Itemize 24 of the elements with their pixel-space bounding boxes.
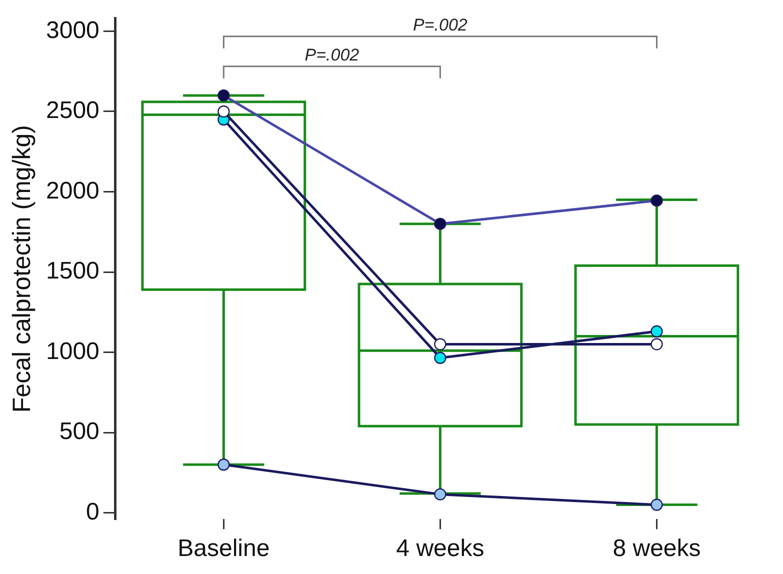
x-tick-label: Baseline — [178, 535, 270, 562]
point — [650, 194, 663, 207]
point — [650, 325, 663, 338]
y-tick-label: 2000 — [46, 177, 100, 204]
point — [434, 352, 446, 364]
y-tick-label: 3000 — [46, 16, 100, 44]
point — [218, 458, 230, 471]
point — [218, 105, 230, 118]
y-tick-label: 1000 — [46, 338, 100, 365]
point — [434, 218, 446, 230]
y-tick-label: 500 — [59, 418, 100, 446]
y-axis-title: Fecal calprotectin (mg/kg) — [8, 124, 36, 413]
point — [650, 498, 663, 511]
x-tick-label: 4 weeks — [396, 535, 484, 562]
point — [434, 338, 446, 350]
annotation: P=.002 — [304, 46, 360, 65]
y-tick-label: 2500 — [46, 97, 100, 124]
x-tick-label: 8 weeks — [612, 535, 701, 562]
annotation: P=.002 — [413, 16, 468, 35]
y-tick-label: 0 — [86, 498, 100, 526]
point — [650, 338, 663, 350]
point — [434, 488, 446, 500]
point — [218, 89, 230, 102]
y-tick-label: 1500 — [46, 258, 100, 285]
